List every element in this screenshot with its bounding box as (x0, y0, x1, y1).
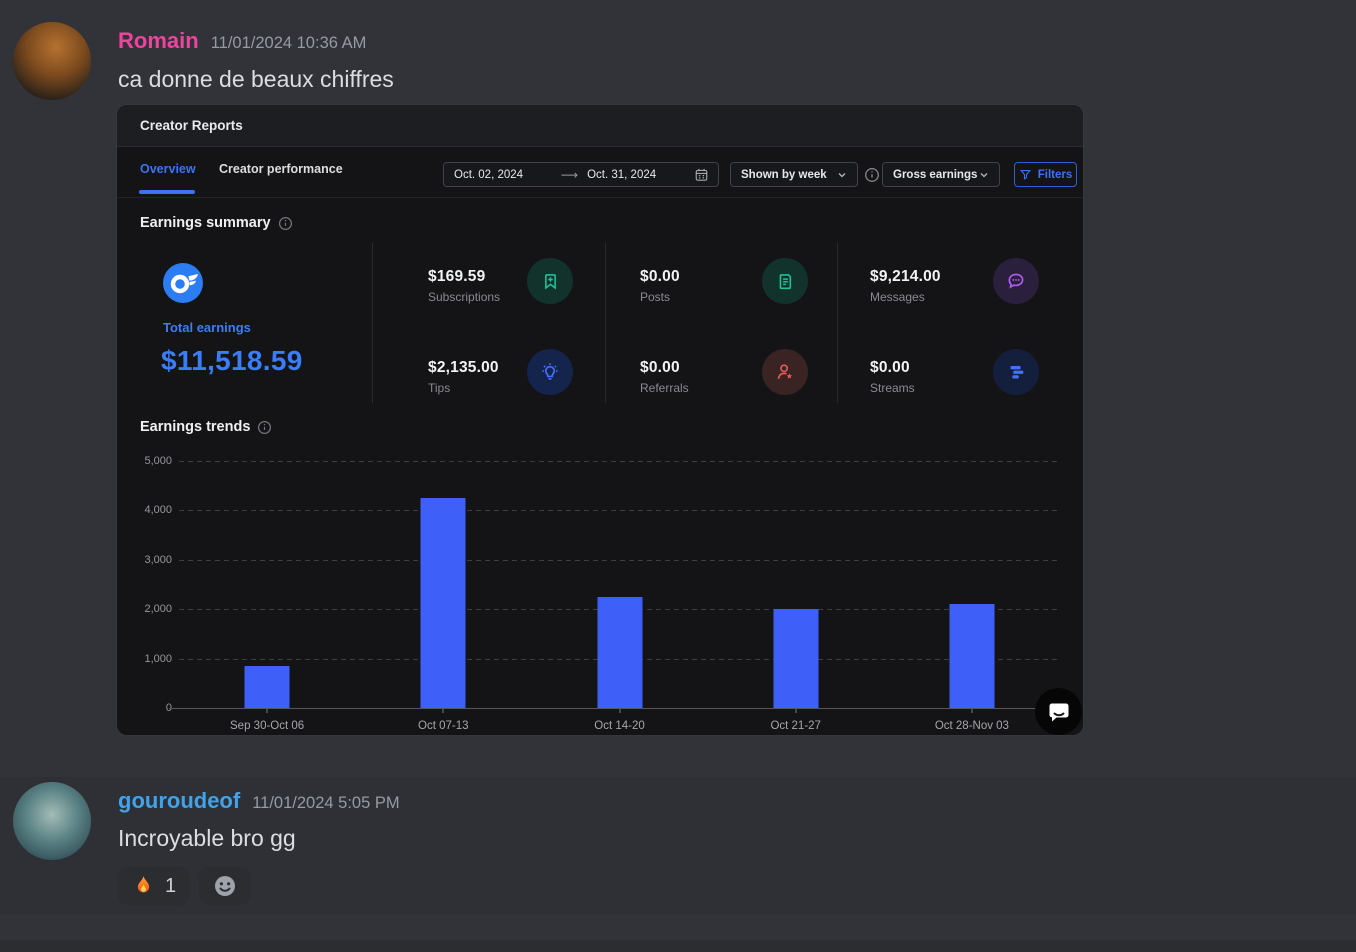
calendar-icon (694, 167, 709, 182)
gridline (179, 510, 1060, 511)
stat-tips: $2,135.00 Tips (428, 359, 538, 395)
add-reaction-button[interactable] (199, 867, 251, 905)
earnings-summary-title: Earnings summary (140, 215, 293, 231)
report-toolbar: Overview Creator performance Oct. 02, 20… (117, 148, 1083, 198)
stat-label: Referrals (640, 381, 750, 395)
chart-bar (773, 609, 818, 708)
reactions-row: 1 (118, 867, 251, 905)
arrow-right-icon: ⟶ (561, 168, 578, 182)
filter-funnel-icon (1019, 168, 1032, 181)
stat-label: Tips (428, 381, 538, 395)
chart-plot (179, 461, 1060, 708)
stat-value: $0.00 (640, 268, 750, 286)
info-icon[interactable] (864, 167, 880, 183)
tab-creator-performance[interactable]: Creator performance (219, 148, 343, 190)
chart-x-axis: Sep 30-Oct 06 Oct 07-13 Oct 14-20 Oct 21-27… (179, 719, 1060, 735)
y-tick-label: 3,000 (144, 554, 172, 566)
message-gouroudeof: gouroudeof 11/01/2024 5:05 PM Incroyable… (0, 777, 1356, 915)
stat-label: Streams (870, 381, 980, 395)
y-tick-label: 1,000 (144, 653, 172, 665)
tab-overview[interactable]: Overview (140, 148, 196, 190)
total-earnings-value: $11,518.59 (161, 345, 303, 377)
divider (605, 243, 606, 403)
total-earnings-label: Total earnings (163, 320, 251, 335)
chevron-down-icon (978, 169, 990, 181)
info-icon[interactable] (278, 216, 293, 231)
chat-bubble-icon (993, 258, 1039, 304)
x-tick-mark (971, 709, 972, 713)
y-tick-label: 5,000 (144, 455, 172, 467)
x-tick-mark (443, 709, 444, 713)
stat-value: $0.00 (870, 359, 980, 377)
stat-referrals: $0.00 Referrals (640, 359, 750, 395)
x-tick-mark (795, 709, 796, 713)
y-tick-label: 2,000 (144, 603, 172, 615)
timestamp: 11/01/2024 5:05 PM (252, 794, 399, 813)
avatar[interactable] (13, 782, 91, 860)
chevron-down-icon (836, 169, 848, 181)
stat-streams: $0.00 Streams (870, 359, 980, 395)
stacked-bars-icon (993, 349, 1039, 395)
username[interactable]: Romain (118, 28, 199, 54)
fire-emoji (131, 874, 156, 899)
x-tick-mark (619, 709, 620, 713)
active-tab-indicator (139, 190, 195, 194)
gridline (179, 461, 1060, 462)
shown-by-select[interactable]: Shown by week (730, 162, 858, 187)
metric-select[interactable]: Gross earnings (882, 162, 1000, 187)
x-tick-label: Oct 14-20 (594, 720, 645, 732)
x-tick-label: Oct 28-Nov 03 (935, 720, 1009, 732)
date-range-end: Oct. 31, 2024 (587, 169, 656, 181)
message-romain: Romain 11/01/2024 10:36 AM ca donne de b… (0, 0, 1356, 777)
report-header: Creator Reports (117, 105, 1083, 147)
divider (372, 243, 373, 403)
stat-value: $0.00 (640, 359, 750, 377)
timestamp: 11/01/2024 10:36 AM (211, 34, 367, 53)
chart-bar (421, 498, 466, 708)
reaction-fire[interactable]: 1 (118, 867, 189, 905)
chart-y-axis: 01,0002,0003,0004,0005,000 (140, 461, 172, 708)
person-star-icon (762, 349, 808, 395)
stat-label: Subscriptions (428, 290, 538, 304)
gridline (179, 560, 1060, 561)
earnings-trends-title: Earnings trends (140, 419, 272, 435)
stat-value: $9,214.00 (870, 268, 980, 286)
date-range-picker[interactable]: Oct. 02, 2024 ⟶ Oct. 31, 2024 (443, 162, 719, 187)
stat-posts: $0.00 Posts (640, 268, 750, 304)
filters-button[interactable]: Filters (1014, 162, 1077, 187)
y-tick-label: 4,000 (144, 504, 172, 516)
x-axis-line (169, 708, 1060, 709)
chart-bar (245, 666, 290, 708)
message-text: ca donne de beaux chiffres (118, 66, 394, 93)
lightbulb-icon (527, 349, 573, 395)
report-title: Creator Reports (140, 118, 243, 133)
reaction-count: 1 (165, 875, 176, 898)
date-range-start: Oct. 02, 2024 (454, 169, 523, 181)
bookmark-plus-icon (527, 258, 573, 304)
chat-widget-button[interactable] (1035, 688, 1082, 735)
x-tick-label: Sep 30-Oct 06 (230, 720, 304, 732)
info-icon[interactable] (257, 420, 272, 435)
divider (837, 243, 838, 403)
x-tick-label: Oct 21-27 (770, 720, 821, 732)
stat-value: $169.59 (428, 268, 538, 286)
onlyfans-logo (163, 263, 203, 303)
stat-messages: $9,214.00 Messages (870, 268, 980, 304)
earnings-trends-chart: 01,0002,0003,0004,0005,000 Sep 30-Oct 06… (140, 454, 1060, 735)
chart-bar (949, 604, 994, 708)
message-text: Incroyable bro gg (118, 825, 296, 852)
avatar[interactable] (13, 22, 91, 100)
smiley-icon (213, 874, 237, 898)
x-tick-mark (267, 709, 268, 713)
composer-top-edge (0, 940, 1356, 952)
stat-subscriptions: $169.59 Subscriptions (428, 268, 538, 304)
creator-reports-embed[interactable]: Creator Reports Overview Creator perform… (117, 105, 1083, 735)
x-tick-label: Oct 07-13 (418, 720, 469, 732)
stat-label: Posts (640, 290, 750, 304)
stat-value: $2,135.00 (428, 359, 538, 377)
chart-bar (597, 597, 642, 708)
document-icon (762, 258, 808, 304)
stat-label: Messages (870, 290, 980, 304)
username[interactable]: gouroudeof (118, 788, 240, 814)
